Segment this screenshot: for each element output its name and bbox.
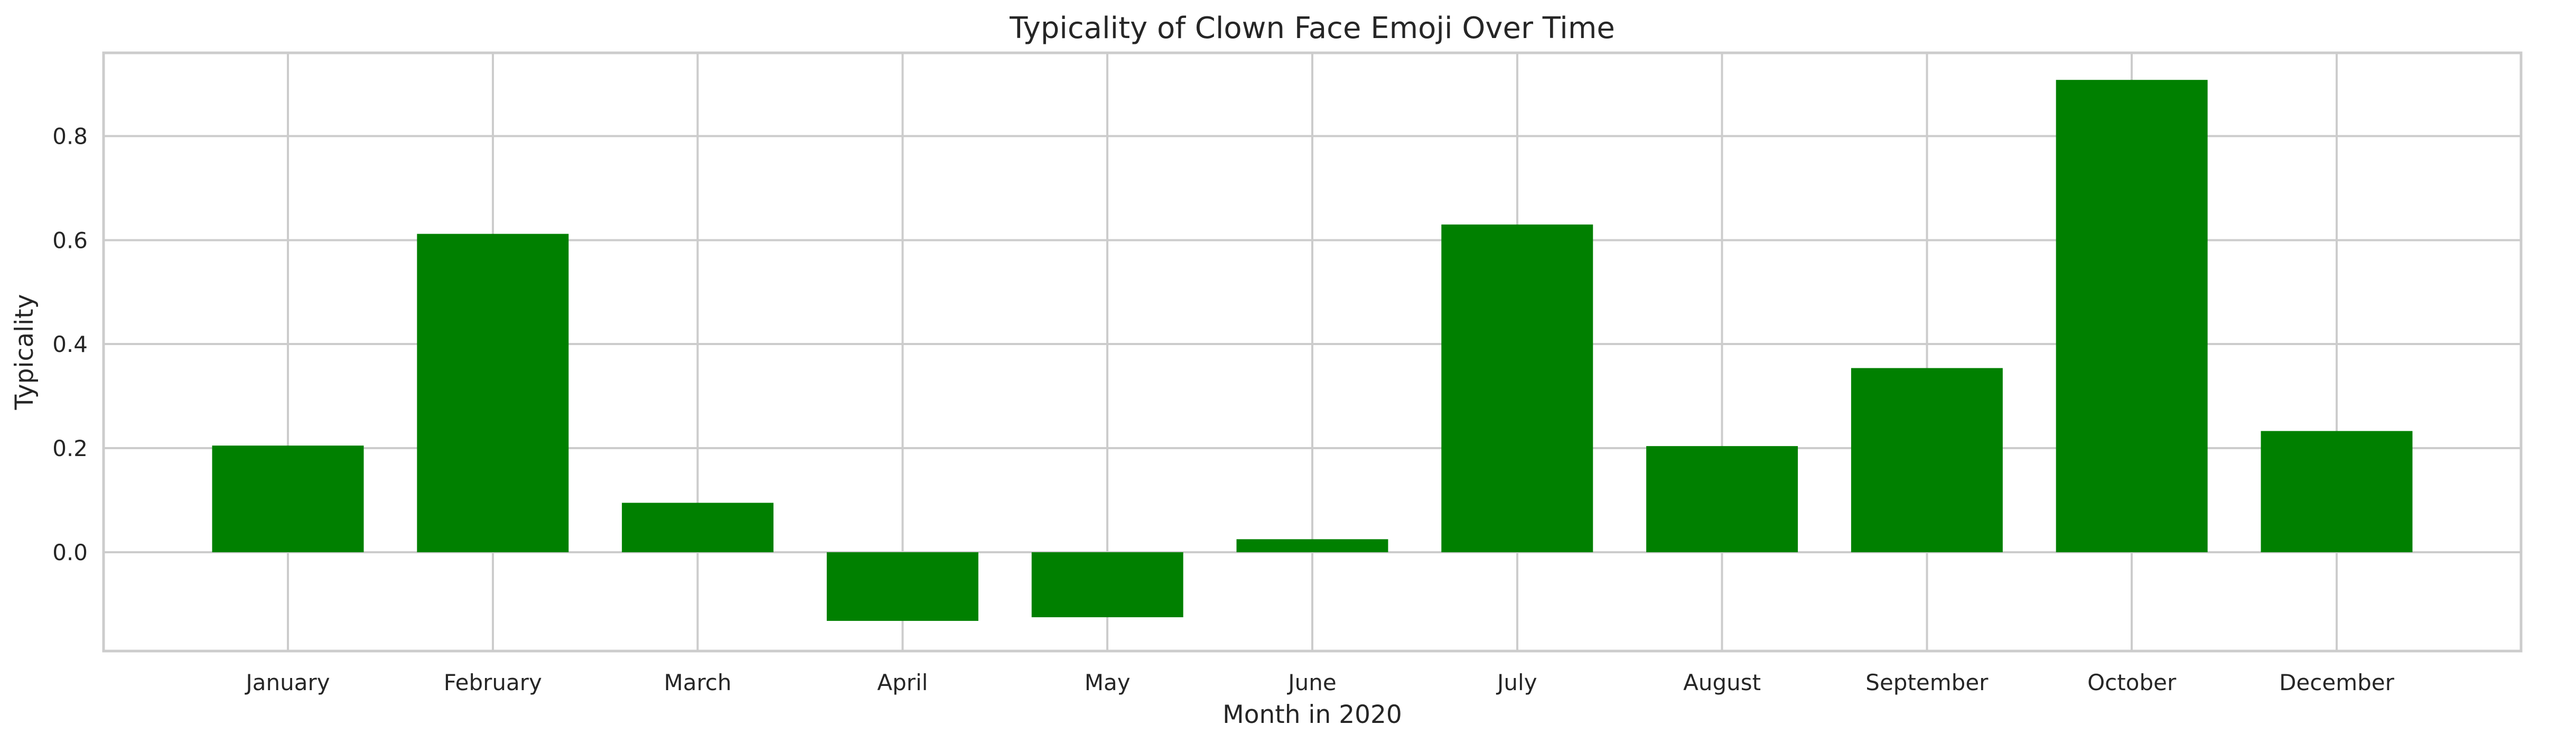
y-axis-label: Typicality — [10, 294, 39, 410]
x-tick-label: January — [244, 670, 330, 695]
x-tick-label: February — [444, 670, 542, 695]
y-tick-label: 0.8 — [52, 123, 88, 149]
bar-april — [826, 552, 978, 621]
bar-december — [2261, 431, 2413, 552]
plot-frame — [102, 51, 2523, 653]
x-tick-label: May — [1085, 670, 1131, 695]
x-axis-label: Month in 2020 — [1222, 700, 1402, 729]
bar-january — [212, 445, 364, 552]
y-tick-label: 0.4 — [52, 331, 88, 357]
x-tick-label: April — [877, 670, 928, 695]
bar-july — [1441, 224, 1593, 552]
y-tick-labels: 0.0 0.2 0.4 0.6 0.8 — [52, 123, 88, 565]
bars-layer — [212, 80, 2413, 621]
x-tick-label: June — [1286, 670, 1336, 695]
bar-may — [1031, 552, 1183, 618]
x-tick-labels: January February March April May June July Augu… — [244, 670, 2394, 695]
bar-september — [1851, 368, 2003, 552]
y-tick-label: 0.0 — [52, 540, 88, 565]
bar-october — [2056, 80, 2208, 552]
bar-march — [622, 503, 774, 552]
x-tick-label: December — [2279, 670, 2395, 695]
y-tick-label: 0.6 — [52, 227, 88, 253]
bar-february — [417, 234, 569, 552]
x-tick-label: March — [664, 670, 732, 695]
x-tick-label: September — [1865, 670, 1989, 695]
bar-june — [1236, 539, 1388, 552]
chart-title: Typicality of Clown Face Emoji Over Time — [1009, 11, 1615, 45]
x-tick-label: October — [2087, 670, 2177, 695]
x-tick-label: July — [1496, 670, 1537, 695]
y-tick-label: 0.2 — [52, 435, 88, 461]
x-tick-label: August — [1683, 670, 1761, 695]
bar-august — [1646, 446, 1798, 552]
